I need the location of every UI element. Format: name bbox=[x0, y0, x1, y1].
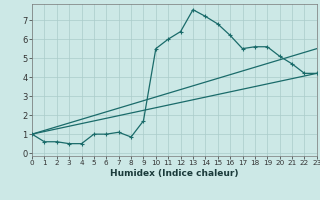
X-axis label: Humidex (Indice chaleur): Humidex (Indice chaleur) bbox=[110, 169, 239, 178]
